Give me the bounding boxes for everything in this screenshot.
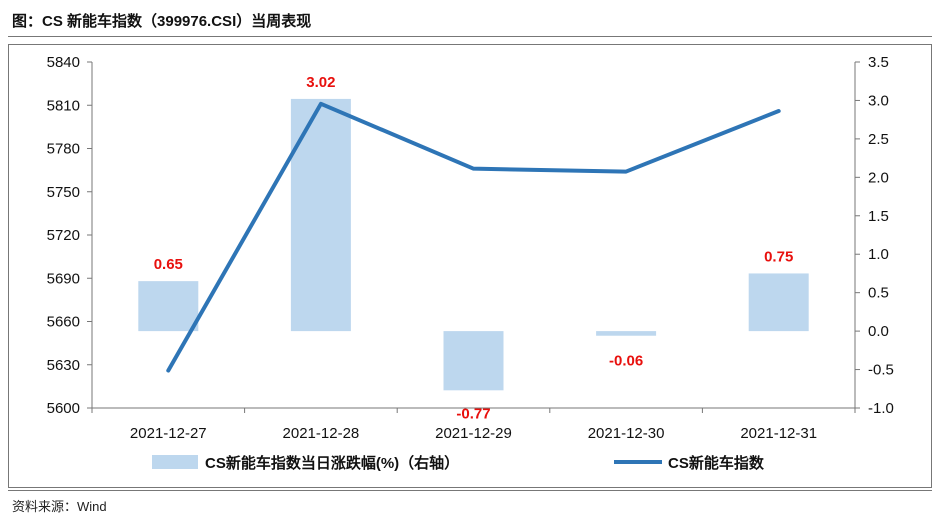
bar xyxy=(290,98,351,332)
left-tick-label: 5810 xyxy=(47,97,80,114)
chart-canvas: 5600 5630 5660 5690 5720 5750 5780 5810 5840 -1.0… xyxy=(47,54,894,472)
legend-line-label: CS新能车指数 xyxy=(668,454,765,472)
right-tick-label: 0.0 xyxy=(868,323,889,340)
left-tick-label: 5630 xyxy=(47,357,80,374)
bar xyxy=(443,331,504,391)
right-tick-label: -0.5 xyxy=(868,362,894,379)
left-tick-label: 5750 xyxy=(47,184,80,201)
source-divider xyxy=(8,490,932,491)
x-tick-label: 2021-12-29 xyxy=(435,425,512,442)
chart-title: 图：CS 新能车指数（399976.CSI）当周表现 xyxy=(12,13,312,30)
data-label: 0.65 xyxy=(154,256,183,273)
bar xyxy=(596,331,657,336)
x-tick-label: 2021-12-31 xyxy=(740,425,817,442)
right-tick-label: 3.0 xyxy=(868,92,889,109)
title-divider xyxy=(8,36,932,37)
right-tick-label: 2.5 xyxy=(868,131,889,148)
x-tick-label: 2021-12-30 xyxy=(588,425,665,442)
legend-bar-label: CS新能车指数当日涨跌幅(%)（右轴） xyxy=(205,454,459,472)
right-tick-label: 3.5 xyxy=(868,54,889,71)
bar xyxy=(138,281,199,332)
plot-frame xyxy=(8,44,932,488)
legend-bar-swatch xyxy=(152,455,198,469)
x-tick-label: 2021-12-28 xyxy=(283,425,360,442)
left-tick-label: 5600 xyxy=(47,400,80,417)
right-tick-label: -1.0 xyxy=(868,400,894,417)
right-tick-label: 1.0 xyxy=(868,246,889,263)
left-tick-label: 5690 xyxy=(47,270,80,287)
left-tick-label: 5840 xyxy=(47,54,80,71)
left-tick-label: 5720 xyxy=(47,227,80,244)
data-label: 0.75 xyxy=(764,248,793,265)
source-note: 资料来源：Wind xyxy=(12,499,107,514)
right-tick-label: 0.5 xyxy=(868,285,889,302)
left-tick-label: 5660 xyxy=(47,314,80,331)
right-tick-label: 2.0 xyxy=(868,169,889,186)
left-tick-label: 5780 xyxy=(47,141,80,158)
bar xyxy=(748,273,809,332)
index-line xyxy=(166,101,781,373)
data-label: -0.77 xyxy=(456,405,490,422)
data-label: 3.02 xyxy=(306,74,335,91)
right-tick-label: 1.5 xyxy=(868,208,889,225)
data-label: -0.06 xyxy=(609,353,643,370)
x-tick-label: 2021-12-27 xyxy=(130,425,207,442)
